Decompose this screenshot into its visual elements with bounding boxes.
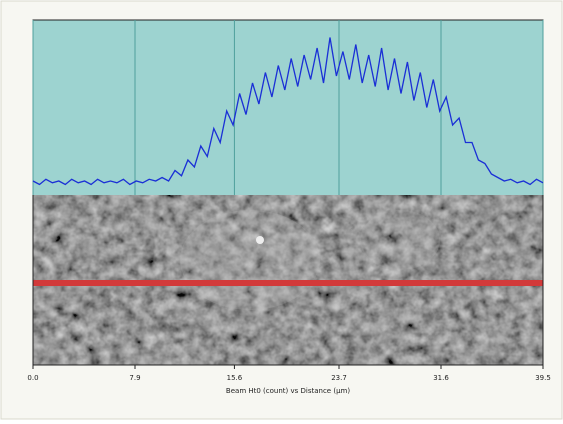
bright-region <box>180 210 320 310</box>
plot-area <box>33 20 543 195</box>
x-tick-label: 23.7 <box>331 374 347 382</box>
scan-line <box>33 280 543 286</box>
x-tick-label: 0.0 <box>27 374 38 382</box>
x-tick-label: 15.6 <box>227 374 243 382</box>
x-tick-label: 7.9 <box>129 374 140 382</box>
chart: Beam Ht0 (count) vs Distance (µm) 0.0 7.9… <box>0 0 563 420</box>
x-tick-label: 39.5 <box>535 374 551 382</box>
x-tick-label: 31.6 <box>433 374 449 382</box>
bright-region <box>360 210 440 270</box>
bright-spot <box>256 236 264 244</box>
x-axis-label: Beam Ht0 (count) vs Distance (µm) <box>226 387 350 395</box>
